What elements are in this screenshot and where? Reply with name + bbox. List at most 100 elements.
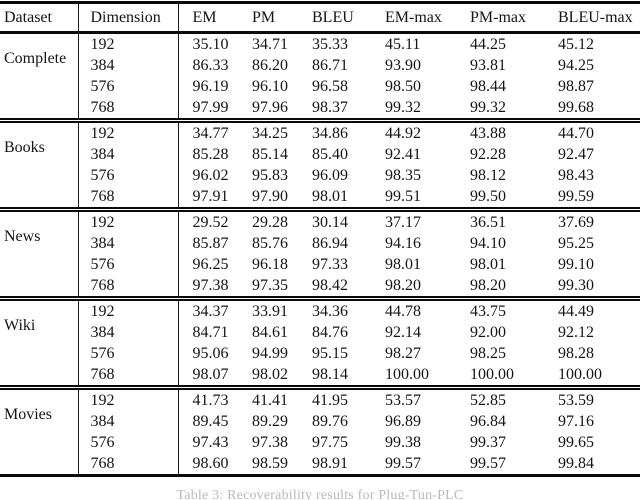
value-cell-pm: 97.38: [252, 433, 288, 451]
value-cell-bleu: 96.09: [312, 166, 348, 184]
table-row: 384 85.28 85.14 85.40 92.41 92.28 92.47: [0, 144, 640, 165]
dimension-cell: 576: [78, 343, 179, 364]
value-cell-em-max: 94.16: [385, 234, 421, 252]
value-cell-pm-max: 99.32: [470, 98, 506, 116]
value-cell-em: 98.60: [192, 454, 229, 472]
value-cell-pm: 33.91: [252, 302, 288, 320]
value-cell-bleu-max: 98.43: [558, 166, 594, 184]
value-cell-em: 35.10: [192, 35, 229, 53]
dimension-cell: 576: [78, 76, 179, 97]
table-row: Complete 192 35.10 34.71 35.33 45.11 44.25 45.1…: [0, 32, 640, 121]
value-cell-pm: 96.18: [252, 255, 288, 273]
dimension-cell: 192: [78, 387, 179, 411]
dimension-cell: 192: [78, 298, 179, 322]
column-header-em: EM: [192, 8, 217, 26]
dimension-cell: 768: [78, 453, 179, 476]
value-cell-bleu: 98.42: [312, 276, 348, 294]
value-cell-pm-max: 100.00: [470, 365, 514, 383]
dimension-cell: 576: [78, 165, 179, 186]
value-cell-bleu-max: 99.30: [558, 276, 594, 294]
value-cell-em-max: 44.78: [385, 302, 421, 320]
value-cell-bleu-max: 45.12: [558, 35, 594, 53]
results-table: Dataset Dimension EM PM BLEU EM-max PM-max BLEU…: [0, 1, 640, 477]
value-cell-pm: 95.83: [252, 166, 288, 184]
value-cell-bleu: 35.33: [312, 35, 348, 53]
dataset-label: News: [0, 209, 79, 299]
value-cell-em: 96.19: [192, 77, 229, 95]
value-cell-em-max: 99.32: [385, 98, 421, 116]
value-cell-pm: 84.61: [252, 323, 288, 341]
value-cell-pm-max: 98.01: [470, 255, 506, 273]
dataset-label: Wiki: [0, 298, 79, 388]
table-row: 384 89.45 89.29 89.76 96.89 96.84 97.16: [0, 411, 640, 432]
value-cell-em: 34.37: [192, 302, 229, 320]
value-cell-pm-max: 98.12: [470, 166, 506, 184]
value-cell-bleu-max: 94.25: [558, 56, 594, 74]
table-row: News 192 29.52 29.28 30.14 37.17 36.51 37.69: [0, 209, 640, 299]
value-cell-pm-max: 43.88: [470, 124, 506, 142]
table-row: Movies 192 41.73 41.41 41.95 53.57 52.85 53.59: [0, 387, 640, 476]
value-cell-bleu-max: 99.68: [558, 98, 594, 116]
value-cell-em-max: 98.50: [385, 77, 421, 95]
value-cell-bleu: 98.01: [312, 187, 348, 205]
value-cell-pm-max: 43.75: [470, 302, 506, 320]
value-cell-em: 85.28: [192, 145, 229, 163]
value-cell-em-max: 53.57: [385, 391, 421, 409]
value-cell-bleu: 97.33: [312, 255, 348, 273]
value-cell-bleu: 85.40: [312, 145, 348, 163]
value-cell-em-max: 98.01: [385, 255, 421, 273]
table-row: Wiki 192 34.37 33.91 34.36 44.78 43.75 44.49: [0, 298, 640, 388]
value-cell-em-max: 98.20: [385, 276, 421, 294]
dimension-cell: 576: [78, 254, 179, 275]
dataset-label: Books: [0, 120, 79, 210]
value-cell-bleu-max: 95.25: [558, 234, 594, 252]
column-header-em-max: EM-max: [385, 8, 442, 26]
value-cell-em: 89.45: [192, 412, 229, 430]
value-cell-em-max: 44.92: [385, 124, 421, 142]
table-row: Books 192 34.77 34.25 34.86 44.92 43.88 44.70: [0, 120, 640, 210]
column-header-dimension: Dimension: [78, 2, 179, 33]
value-cell-pm: 97.35: [252, 276, 288, 294]
value-cell-pm-max: 96.84: [470, 412, 506, 430]
table-row: 768 97.99 97.96 98.37 99.32 99.32 99.68: [0, 97, 640, 121]
dataset-group-movies: Movies 192 41.73 41.41 41.95 53.57 52.85 53.59 3…: [0, 387, 640, 476]
value-cell-pm-max: 98.20: [470, 276, 506, 294]
value-cell-bleu-max: 99.84: [558, 454, 594, 472]
table-row: 768 98.60 98.59 98.91 99.57 99.57 99.84: [0, 453, 640, 476]
value-cell-bleu: 34.86: [312, 124, 348, 142]
value-cell-em: 97.91: [192, 187, 229, 205]
dimension-cell: 192: [78, 209, 179, 233]
value-cell-em: 84.71: [192, 323, 229, 341]
value-cell-em-max: 93.90: [385, 56, 421, 74]
dataset-group-news: News 192 29.52 29.28 30.14 37.17 36.51 37.69 384…: [0, 209, 640, 299]
value-cell-pm-max: 36.51: [470, 213, 506, 231]
table-row: 576 96.25 96.18 97.33 98.01 98.01 99.10: [0, 254, 640, 275]
dimension-cell: 576: [78, 432, 179, 453]
table-header: Dataset Dimension EM PM BLEU EM-max PM-max BLEU…: [0, 2, 640, 33]
value-cell-bleu-max: 37.69: [558, 213, 594, 231]
table-row: 384 84.71 84.61 84.76 92.14 92.00 92.12: [0, 322, 640, 343]
value-cell-pm: 34.71: [252, 35, 288, 53]
value-cell-bleu-max: 44.49: [558, 302, 594, 320]
value-cell-bleu: 97.75: [312, 433, 348, 451]
value-cell-pm: 34.25: [252, 124, 288, 142]
value-cell-em: 41.73: [192, 391, 229, 409]
value-cell-bleu-max: 53.59: [558, 391, 594, 409]
table-row: 576 96.02 95.83 96.09 98.35 98.12 98.43: [0, 165, 640, 186]
value-cell-em-max: 96.89: [385, 412, 421, 430]
value-cell-pm-max: 99.57: [470, 454, 506, 472]
table-row: 576 96.19 96.10 96.58 98.50 98.44 98.87: [0, 76, 640, 97]
value-cell-em-max: 92.14: [385, 323, 421, 341]
value-cell-bleu: 96.58: [312, 77, 348, 95]
value-cell-em: 29.52: [192, 213, 229, 231]
value-cell-pm: 86.20: [252, 56, 288, 74]
value-cell-em-max: 99.38: [385, 433, 421, 451]
dimension-cell: 384: [78, 55, 179, 76]
value-cell-bleu: 98.37: [312, 98, 348, 116]
value-cell-em: 96.02: [192, 166, 229, 184]
value-cell-em: 97.43: [192, 433, 229, 451]
dataset-label: Complete: [0, 32, 79, 121]
table-header-row: Dataset Dimension EM PM BLEU EM-max PM-max BLEU…: [0, 2, 640, 33]
value-cell-em: 97.99: [192, 98, 229, 116]
value-cell-pm: 85.14: [252, 145, 288, 163]
